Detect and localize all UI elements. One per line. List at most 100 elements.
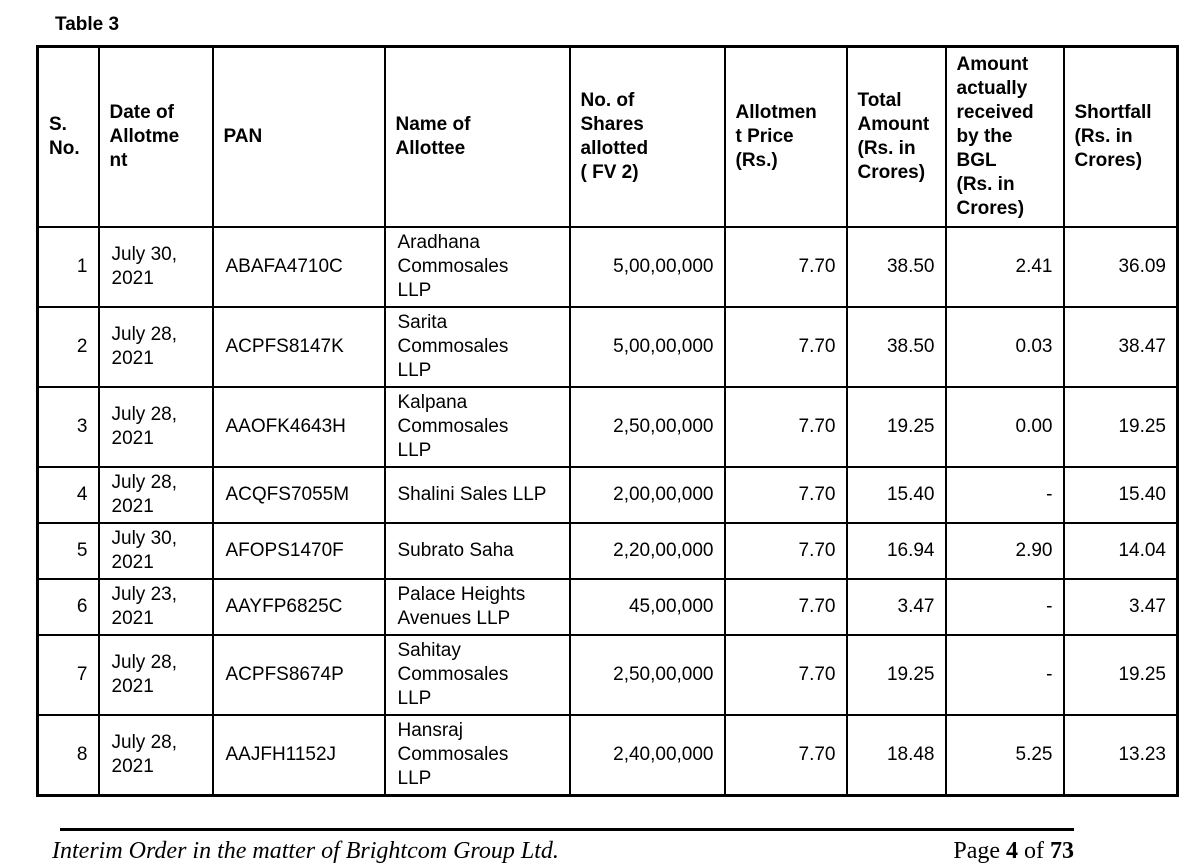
footer-page-word: Page [953,838,1000,864]
cell-price: 7.70 [723,386,848,468]
cell-s-no: 5 [36,522,100,580]
footer-document-title: Interim Order in the matter of Brightcom… [52,838,559,864]
cell-shares: 5,00,00,000 [568,226,726,308]
cell-shortfall: 13.23 [1062,714,1179,797]
table-row: 8 July 28, 2021 AAJFH1152J Hansraj Commo… [36,714,1179,797]
cell-received: 2.90 [944,522,1065,580]
cell-name: Kalpana Commosales LLP [383,386,571,468]
allotment-table: S. No. Date of Allotme nt PAN Name of Al… [36,45,1179,797]
cell-pan: ACPFS8674P [211,634,386,716]
cell-name: Sarita Commosales LLP [383,306,571,388]
cell-price: 7.70 [723,306,848,388]
cell-pan: AAOFK4643H [211,386,386,468]
cell-s-no: 7 [36,634,100,716]
cell-name: Sahitay Commosales LLP [383,634,571,716]
table-row: 5 July 30, 2021 AFOPS1470F Subrato Saha … [36,522,1179,580]
footer-page-number: 4 [1006,838,1018,864]
cell-total: 38.50 [845,226,947,308]
cell-price: 7.70 [723,522,848,580]
cell-date: July 30, 2021 [97,522,214,580]
cell-pan: AAYFP6825C [211,578,386,636]
cell-received: - [944,634,1065,716]
column-header-price: Allotmen t Price (Rs.) [723,45,848,228]
table-row: 2 July 28, 2021 ACPFS8147K Sarita Commos… [36,306,1179,388]
cell-price: 7.70 [723,714,848,797]
cell-date: July 30, 2021 [97,226,214,308]
footer-of-word: of [1024,838,1044,864]
footer-divider [60,828,1074,831]
cell-shortfall: 15.40 [1062,466,1179,524]
footer-row: Interim Order in the matter of Brightcom… [52,836,1074,866]
table-header-row: S. No. Date of Allotme nt PAN Name of Al… [36,45,1179,228]
table-title: Table 3 [55,14,120,35]
cell-s-no: 8 [36,714,100,797]
cell-total: 15.40 [845,466,947,524]
table-row: 4 July 28, 2021 ACQFS7055M Shalini Sales… [36,466,1179,524]
cell-total: 18.48 [845,714,947,797]
table-row: 3 July 28, 2021 AAOFK4643H Kalpana Commo… [36,386,1179,468]
column-header-shortfall: Shortfall (Rs. in Crores) [1062,45,1179,228]
cell-received: 0.03 [944,306,1065,388]
cell-pan: ACPFS8147K [211,306,386,388]
column-header-total: Total Amount (Rs. in Crores) [845,45,947,228]
cell-s-no: 1 [36,226,100,308]
table-header: S. No. Date of Allotme nt PAN Name of Al… [36,45,1179,228]
cell-date: July 28, 2021 [97,714,214,797]
column-header-date: Date of Allotme nt [97,45,214,228]
cell-name: Shalini Sales LLP [383,466,571,524]
cell-shortfall: 19.25 [1062,634,1179,716]
cell-s-no: 6 [36,578,100,636]
cell-pan: AFOPS1470F [211,522,386,580]
cell-shortfall: 38.47 [1062,306,1179,388]
cell-price: 7.70 [723,634,848,716]
cell-received: 5.25 [944,714,1065,797]
cell-shortfall: 36.09 [1062,226,1179,308]
cell-total: 19.25 [845,386,947,468]
cell-shares: 2,50,00,000 [568,634,726,716]
cell-date: July 23, 2021 [97,578,214,636]
cell-name: Hansraj Commosales LLP [383,714,571,797]
column-header-received: Amount actually received by the BGL (Rs.… [944,45,1065,228]
cell-pan: AAJFH1152J [211,714,386,797]
footer-page-indicator: Page 4 of 73 [953,836,1074,866]
cell-price: 7.70 [723,226,848,308]
cell-shares: 2,50,00,000 [568,386,726,468]
cell-date: July 28, 2021 [97,386,214,468]
cell-pan: ACQFS7055M [211,466,386,524]
cell-shares: 45,00,000 [568,578,726,636]
cell-received: 2.41 [944,226,1065,308]
cell-total: 16.94 [845,522,947,580]
table-row: 1 July 30, 2021 ABAFA4710C Aradhana Comm… [36,226,1179,308]
cell-total: 38.50 [845,306,947,388]
column-header-name: Name of Allottee [383,45,571,228]
cell-received: - [944,466,1065,524]
cell-received: 0.00 [944,386,1065,468]
cell-shortfall: 14.04 [1062,522,1179,580]
table-row: 6 July 23, 2021 AAYFP6825C Palace Height… [36,578,1179,636]
cell-total: 3.47 [845,578,947,636]
cell-shares: 2,00,00,000 [568,466,726,524]
cell-date: July 28, 2021 [97,634,214,716]
cell-s-no: 2 [36,306,100,388]
page-footer: Interim Order in the matter of Brightcom… [52,828,1074,866]
cell-received: - [944,578,1065,636]
cell-name: Palace Heights Avenues LLP [383,578,571,636]
cell-shares: 2,20,00,000 [568,522,726,580]
cell-shares: 2,40,00,000 [568,714,726,797]
cell-date: July 28, 2021 [97,306,214,388]
column-header-shares: No. of Shares allotted ( FV 2) [568,45,726,228]
table-body: 1 July 30, 2021 ABAFA4710C Aradhana Comm… [36,226,1179,797]
column-header-pan: PAN [211,45,386,228]
cell-shortfall: 3.47 [1062,578,1179,636]
cell-shortfall: 19.25 [1062,386,1179,468]
cell-s-no: 4 [36,466,100,524]
cell-total: 19.25 [845,634,947,716]
cell-s-no: 3 [36,386,100,468]
cell-price: 7.70 [723,466,848,524]
cell-price: 7.70 [723,578,848,636]
column-header-s-no: S. No. [36,45,100,228]
footer-total-pages: 73 [1050,838,1074,864]
cell-pan: ABAFA4710C [211,226,386,308]
cell-shares: 5,00,00,000 [568,306,726,388]
